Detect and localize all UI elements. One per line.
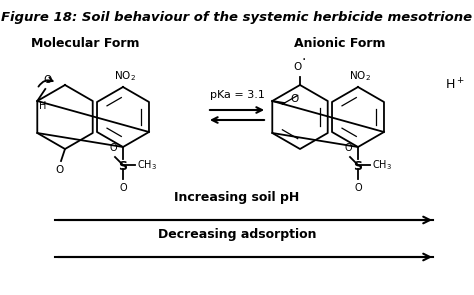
Text: Increasing soil pH: Increasing soil pH	[174, 191, 300, 204]
Text: H: H	[38, 101, 46, 111]
Text: CH$_3$: CH$_3$	[137, 158, 157, 172]
Text: NO$_2$: NO$_2$	[114, 69, 136, 83]
Text: Figure 18: Soil behaviour of the systemic herbicide mesotrione: Figure 18: Soil behaviour of the systemi…	[1, 11, 473, 24]
Text: O: O	[354, 183, 362, 193]
Text: Decreasing adsorption: Decreasing adsorption	[158, 228, 316, 241]
Text: O: O	[290, 94, 299, 104]
FancyArrowPatch shape	[38, 77, 53, 87]
Text: O: O	[109, 143, 117, 153]
Text: O: O	[56, 165, 64, 175]
Text: H$^+$: H$^+$	[445, 77, 465, 93]
Text: S: S	[354, 160, 363, 173]
Text: NO$_2$: NO$_2$	[349, 69, 371, 83]
Text: pKa = 3.1: pKa = 3.1	[210, 90, 264, 100]
Text: CH$_3$: CH$_3$	[372, 158, 392, 172]
Text: O: O	[294, 62, 302, 72]
Text: O: O	[43, 75, 51, 85]
Text: S: S	[118, 160, 128, 173]
Text: Anionic Form: Anionic Form	[294, 37, 386, 50]
Text: Molecular Form: Molecular Form	[31, 37, 139, 50]
Text: O: O	[344, 143, 352, 153]
Text: ·: ·	[302, 53, 306, 67]
Text: O: O	[119, 183, 127, 193]
